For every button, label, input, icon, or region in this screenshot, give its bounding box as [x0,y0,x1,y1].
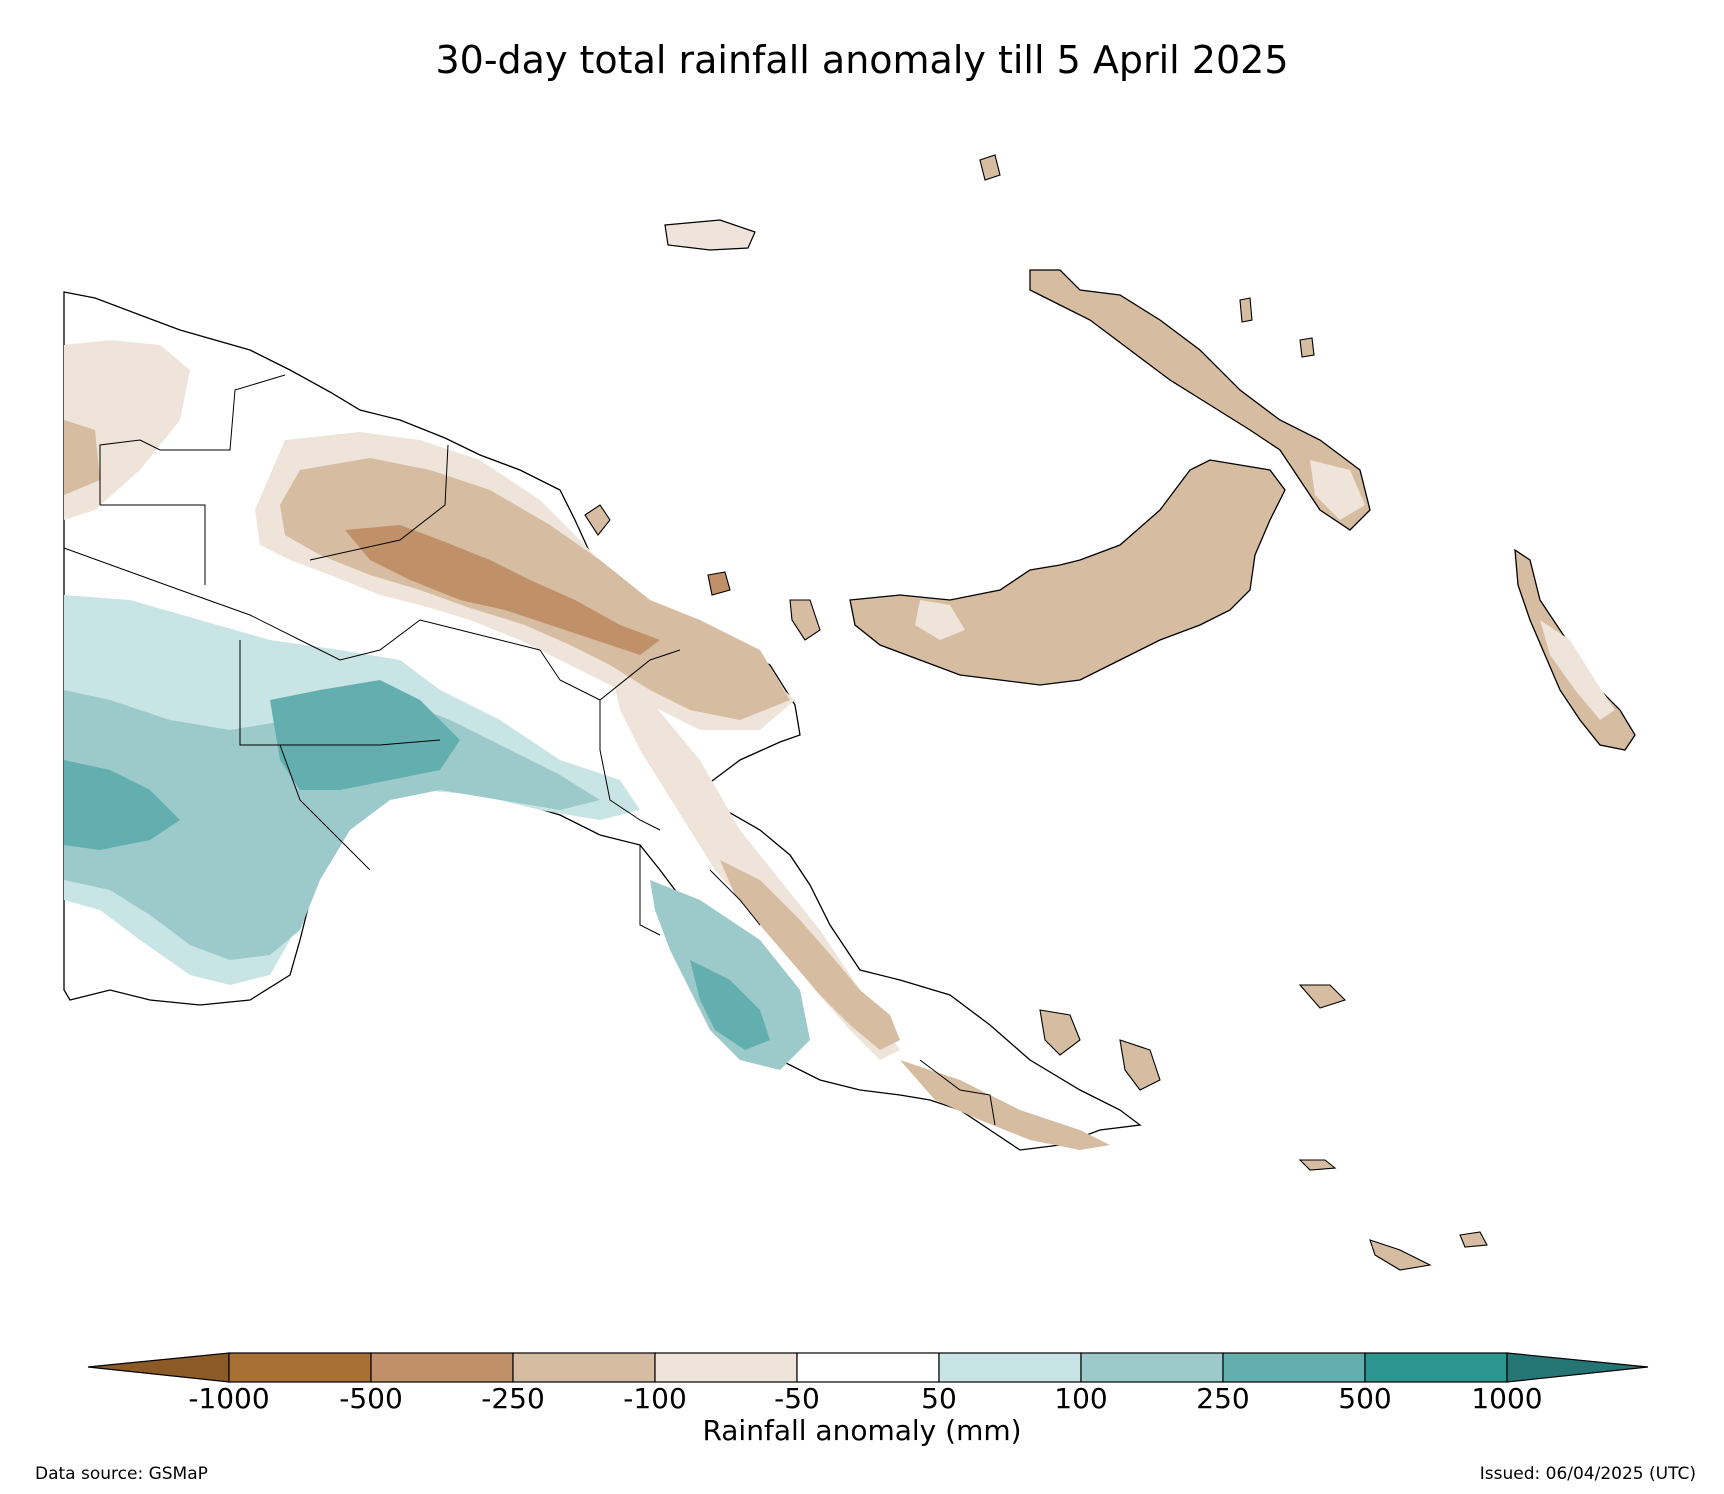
colorbar-tick: -500 [339,1382,403,1415]
dry-north-dark [345,525,660,655]
colorbar [87,1352,1649,1383]
colorbar-label: Rainfall anomaly (mm) [702,1414,1022,1447]
wet-south-coast [650,880,810,1070]
colorbar-bin-8 [1222,1352,1366,1383]
colorbar-bin-7 [1080,1352,1224,1383]
small-islands [584,154,1488,1271]
colorbar-tick: 500 [1338,1382,1392,1415]
colorbar-bin-9 [1364,1352,1508,1383]
colorbar-tick: 100 [1054,1382,1108,1415]
dry-east-mid [720,860,900,1050]
bougainville-light [1540,620,1615,720]
data-source: Data source: GSMaP [35,1464,208,1484]
wet-west-dark [64,760,180,850]
colorbar-tick: 250 [1196,1382,1250,1415]
issued-date: Issued: 06/04/2025 (UTC) [1479,1464,1696,1484]
new-britain [849,459,1286,686]
colorbar-bin-5 [796,1352,940,1383]
colorbar-tick: -50 [774,1382,820,1415]
colorbar-bin-4 [654,1352,798,1383]
wet-south-coast-dark [690,960,770,1050]
manus-island [664,219,756,251]
wet-central-dark [270,680,460,790]
colorbar-bin-6 [938,1352,1082,1383]
colorbar-bin-1 [228,1352,372,1383]
colorbar-tick: -250 [481,1382,545,1415]
colorbar-tick: 50 [921,1382,957,1415]
colorbar-tick: -1000 [188,1382,270,1415]
province-boundaries [63,374,996,1126]
colorbar-tick: -100 [623,1382,687,1415]
colorbar-extend-right [1506,1352,1649,1383]
map-title: 30-day total rainfall anomaly till 5 Apr… [435,38,1289,82]
colorbar-extend-left [87,1352,230,1383]
new-britain-light-patch [915,600,965,640]
wet-west-mid [64,690,600,960]
new-ireland-tip [1310,460,1365,520]
dry-nw-mid [64,420,100,495]
new-ireland [1029,269,1371,531]
colorbar-bin-3 [512,1352,656,1383]
colorbar-bin-2 [370,1352,514,1383]
colorbar-tick: 1000 [1471,1382,1543,1415]
dry-se-tail [900,1060,1110,1150]
